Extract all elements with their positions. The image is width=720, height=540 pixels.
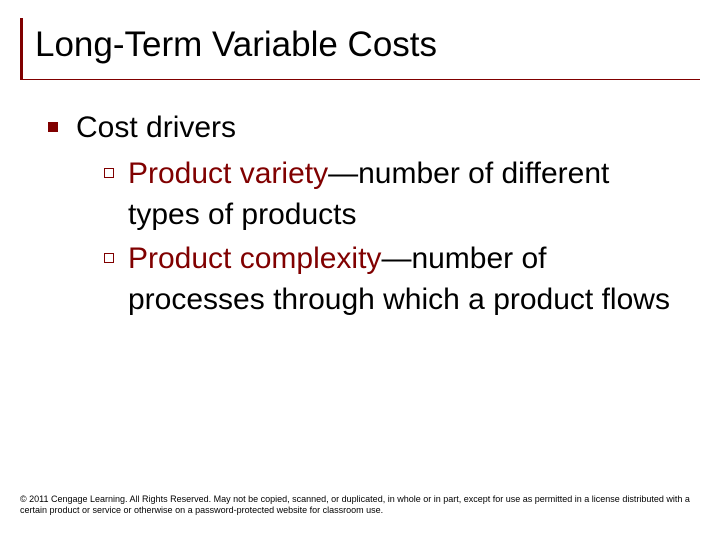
square-bullet-icon (48, 122, 58, 132)
level1-text: Cost drivers (76, 108, 236, 149)
accent-term: Product variety (128, 157, 328, 190)
accent-term: Product complexity (128, 242, 381, 275)
bullet-level1: Cost drivers (48, 108, 680, 149)
bullet-level2: Product variety—number of different type… (104, 154, 680, 235)
bullet-level2: Product complexity—number of processes t… (104, 239, 680, 320)
copyright-footer: © 2011 Cengage Learning. All Rights Rese… (20, 494, 700, 517)
title-bar: Long-Term Variable Costs (20, 18, 700, 80)
content-area: Cost drivers Product variety—number of d… (20, 108, 700, 321)
level2-text: Product variety—number of different type… (128, 154, 680, 235)
level2-text: Product complexity—number of processes t… (128, 239, 680, 320)
slide-title: Long-Term Variable Costs (35, 26, 700, 65)
hollow-square-bullet-icon (104, 253, 114, 263)
hollow-square-bullet-icon (104, 168, 114, 178)
slide-container: Long-Term Variable Costs Cost drivers Pr… (0, 0, 720, 540)
level2-list: Product variety—number of different type… (48, 154, 680, 320)
